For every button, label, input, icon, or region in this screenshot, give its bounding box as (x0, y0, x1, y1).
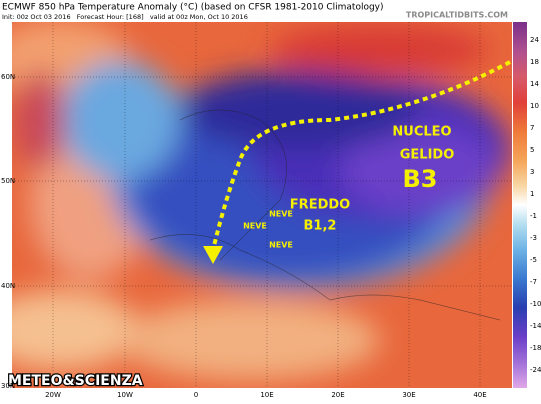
arrow-head (203, 246, 223, 264)
annotations: NUCLEO GELIDO B3 FREDDO B1,2 NEVE NEVE N… (243, 125, 454, 250)
arrow (211, 60, 511, 251)
colorbar-label: -3 (530, 234, 537, 242)
lon-label: 10W (117, 391, 133, 399)
lat-label: 30N (1, 382, 15, 390)
lat-label: 40N (1, 282, 15, 290)
colorbar-label: 3 (530, 168, 534, 176)
colorbar-label: -18 (530, 344, 541, 352)
lon-label: 0 (194, 391, 198, 399)
colorbar-label: -5 (530, 256, 537, 264)
map (12, 22, 512, 388)
annotation: NUCLEO (392, 125, 451, 140)
lon-label: 40E (473, 391, 486, 399)
lat-label: 50N (1, 177, 15, 185)
colorbar-label: 10 (530, 102, 539, 110)
colorbar-label: -1 (530, 212, 537, 220)
lon-label: 10E (260, 391, 273, 399)
labels: 60N 50N 40N 30N 20W 10W 0 10E 20E 30E 40E 24 18 14 10 7… (1, 36, 541, 399)
colorbar (513, 22, 527, 388)
subtitle: Init: 00z Oct 03 2016 Forecast Hour: [16… (2, 13, 248, 21)
annotation: NEVE (269, 210, 293, 219)
colorbar-label: -7 (530, 278, 537, 286)
colorbar-label: 7 (530, 124, 534, 132)
lon-label: 30E (402, 391, 415, 399)
annotation: NEVE (243, 222, 267, 231)
lon-label: 20E (331, 391, 344, 399)
annotation: B1,2 (304, 219, 337, 234)
annotation: GELIDO (400, 148, 455, 163)
colorbar-label: 5 (530, 146, 534, 154)
colorbar-label: 1 (530, 190, 534, 198)
colorbar-label: 24 (530, 36, 539, 44)
title: ECMWF 850 hPa Temperature Anomaly (°C) (… (2, 3, 384, 13)
colorbar-label: -24 (530, 366, 541, 374)
annotation: FREDDO (290, 198, 350, 213)
credit: METEO&SCIENZA (8, 373, 143, 389)
colorbar-label: 18 (530, 58, 539, 66)
lat-label: 60N (1, 73, 15, 81)
source: TROPICALTIDBITS.COM (406, 11, 508, 20)
colorbar-label: -10 (530, 300, 541, 308)
annotation: B3 (403, 165, 438, 193)
colorbar-label: -14 (530, 322, 541, 330)
colorbar-label: 14 (530, 80, 539, 88)
lon-label: 20W (45, 391, 61, 399)
annotation: NEVE (269, 241, 293, 250)
